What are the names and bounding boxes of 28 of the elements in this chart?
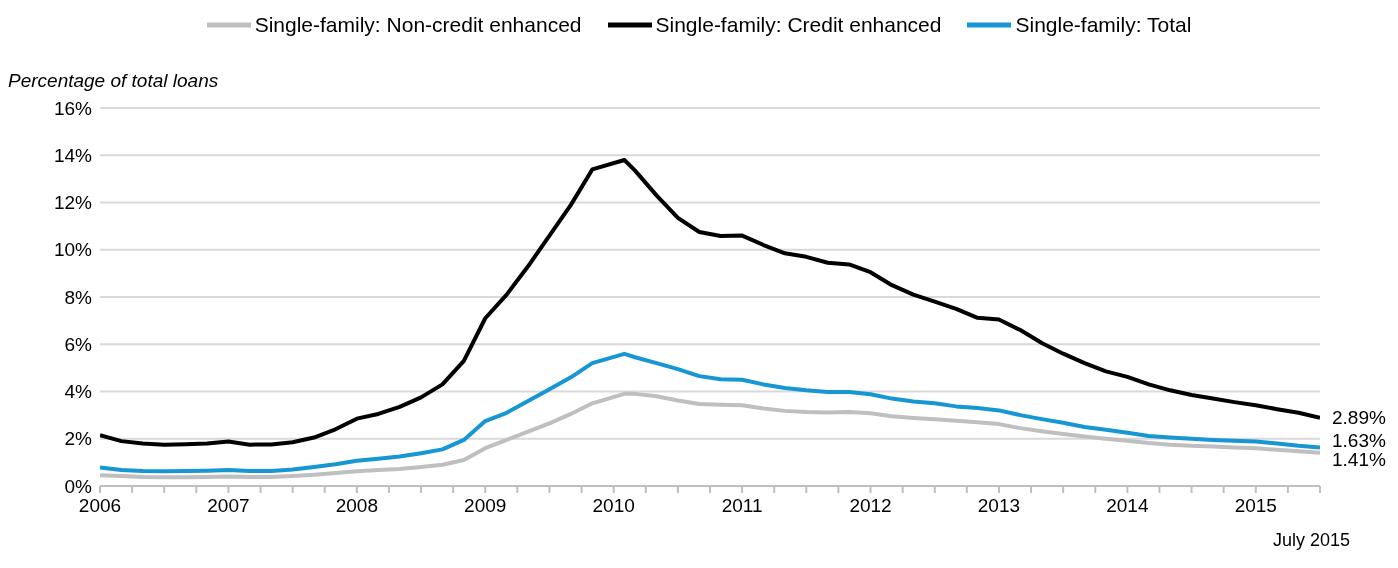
y-tick-label: 8% — [64, 286, 93, 308]
y-tick-label: 16% — [53, 97, 93, 119]
x-tick-label: 2011 — [721, 495, 763, 517]
y-tick-label: 0% — [64, 475, 93, 497]
x-tick-label: 2009 — [464, 495, 507, 517]
y-tick-label: 2% — [64, 428, 93, 450]
y-tick-label: 10% — [53, 239, 93, 261]
x-tick-label: 2012 — [849, 495, 892, 517]
x-tick-label: 2007 — [207, 495, 250, 517]
x-tick-label: 2010 — [592, 495, 635, 517]
y-tick-label: 6% — [64, 333, 93, 355]
legend-label: Single-family: Total — [1015, 12, 1192, 38]
line-series — [100, 157, 1320, 447]
y-tick-label: 12% — [53, 192, 93, 214]
text: July 2015 — [1272, 530, 1350, 551]
x-tick-label: 2015 — [1234, 495, 1277, 517]
x-tick-label: 2006 — [78, 495, 122, 517]
line-series — [100, 351, 1320, 474]
x-tick-label: 2008 — [335, 495, 378, 517]
x-tick-label: 2014 — [1106, 495, 1149, 517]
line-series — [100, 391, 1320, 480]
y-axis-title: Percentage of total loans — [8, 70, 219, 92]
legend-label: Single-family: Non-credit enhanced — [254, 12, 582, 38]
annotation: 2.89% — [1332, 406, 1386, 429]
y-tick-label: 4% — [64, 381, 93, 403]
legend-label: Single-family: Credit enhanced — [655, 12, 942, 38]
x-tick-label: 2013 — [977, 495, 1021, 517]
y-tick-label: 14% — [53, 144, 93, 166]
